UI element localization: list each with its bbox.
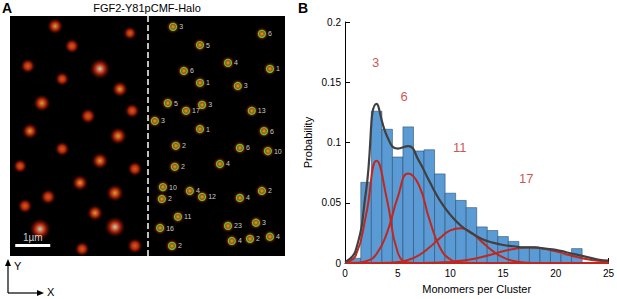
svg-text:5: 5 — [174, 100, 178, 107]
svg-text:Probability: Probability — [302, 116, 314, 168]
svg-text:23: 23 — [234, 222, 242, 229]
svg-text:4: 4 — [238, 237, 242, 244]
svg-text:3: 3 — [372, 55, 379, 70]
svg-text:12: 12 — [208, 193, 216, 200]
svg-text:6: 6 — [400, 89, 407, 104]
svg-text:1: 1 — [206, 79, 210, 86]
svg-text:4: 4 — [246, 194, 250, 201]
svg-text:1: 1 — [276, 65, 280, 72]
svg-text:B: B — [298, 0, 308, 16]
svg-text:17: 17 — [192, 107, 200, 114]
svg-text:Y: Y — [14, 260, 22, 272]
svg-text:A: A — [2, 0, 12, 16]
svg-text:2: 2 — [256, 235, 260, 242]
svg-text:X: X — [47, 286, 55, 298]
svg-text:0.05: 0.05 — [322, 197, 342, 208]
svg-text:11: 11 — [453, 140, 467, 155]
svg-text:10: 10 — [445, 268, 457, 279]
svg-text:15: 15 — [498, 268, 510, 279]
svg-text:0.15: 0.15 — [322, 77, 342, 88]
svg-text:10: 10 — [274, 148, 282, 155]
svg-text:2: 2 — [168, 195, 172, 202]
svg-text:0.1: 0.1 — [327, 137, 341, 148]
svg-text:1µm: 1µm — [23, 232, 43, 243]
svg-text:4: 4 — [226, 160, 230, 167]
svg-text:3: 3 — [179, 23, 183, 30]
svg-text:6: 6 — [190, 67, 194, 74]
svg-text:6: 6 — [268, 30, 272, 37]
svg-text:2: 2 — [178, 242, 182, 249]
svg-text:2: 2 — [268, 187, 272, 194]
svg-text:25: 25 — [603, 268, 615, 279]
svg-text:2: 2 — [181, 163, 185, 170]
svg-text:1: 1 — [206, 126, 210, 133]
svg-text:3: 3 — [262, 219, 266, 226]
svg-text:4: 4 — [196, 187, 200, 194]
svg-text:5: 5 — [206, 42, 210, 49]
svg-text:10: 10 — [169, 184, 177, 191]
svg-text:5: 5 — [395, 268, 401, 279]
svg-text:2: 2 — [182, 142, 186, 149]
svg-text:0.2: 0.2 — [327, 17, 341, 28]
svg-text:4: 4 — [234, 59, 238, 66]
svg-text:13: 13 — [258, 107, 266, 114]
svg-text:20: 20 — [550, 268, 562, 279]
svg-text:3: 3 — [208, 101, 212, 108]
svg-text:16: 16 — [166, 225, 174, 232]
svg-text:FGF2-Y81pCMF-Halo: FGF2-Y81pCMF-Halo — [93, 2, 201, 14]
svg-text:0: 0 — [335, 258, 341, 269]
svg-text:17: 17 — [519, 171, 533, 186]
svg-text:0: 0 — [342, 268, 348, 279]
svg-text:6: 6 — [246, 144, 250, 151]
svg-text:3: 3 — [244, 82, 248, 89]
svg-text:Monomers per Cluster: Monomers per Cluster — [422, 283, 531, 295]
svg-text:3: 3 — [161, 117, 165, 124]
svg-text:4: 4 — [276, 233, 280, 240]
svg-text:11: 11 — [184, 213, 191, 220]
svg-text:6: 6 — [270, 128, 274, 135]
